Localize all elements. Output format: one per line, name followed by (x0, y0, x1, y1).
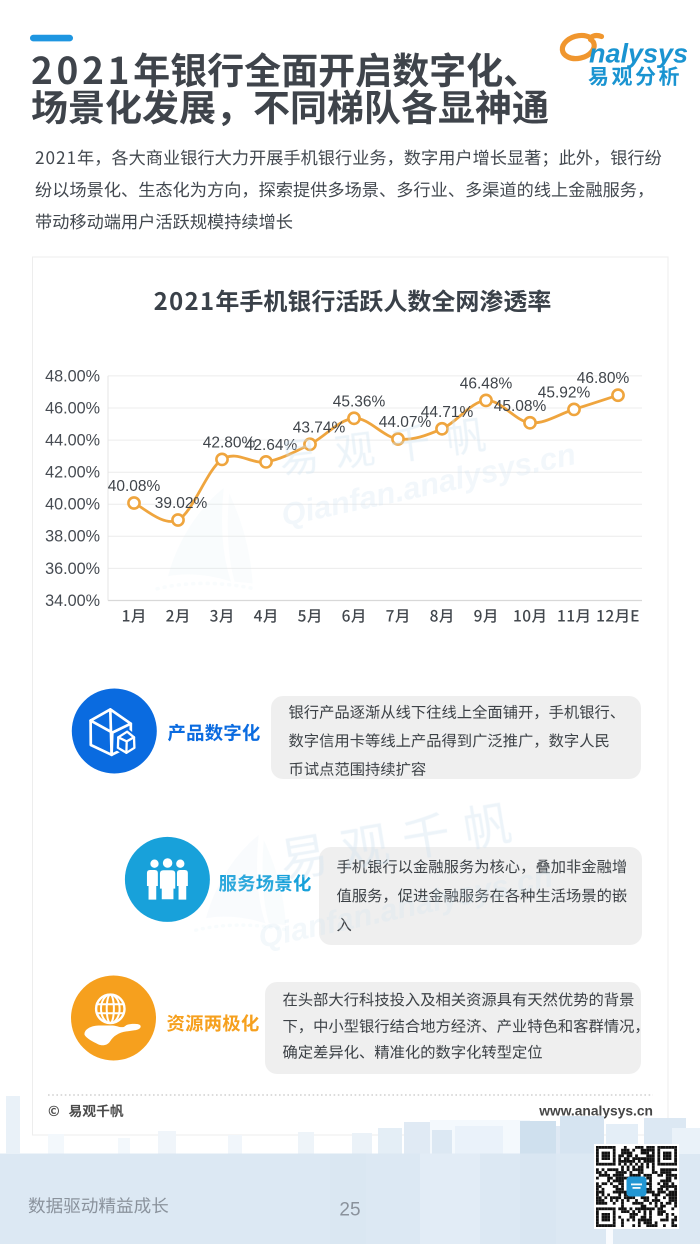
svg-text:42.80%: 42.80% (203, 434, 256, 451)
svg-text:44.00%: 44.00% (45, 432, 100, 450)
svg-text:38.00%: 38.00% (45, 528, 100, 546)
svg-text:45.92%: 45.92% (538, 384, 591, 401)
svg-text:40.08%: 40.08% (108, 478, 161, 495)
svg-text:nalysys: nalysys (589, 39, 688, 69)
svg-text:34.00%: 34.00% (45, 592, 100, 610)
svg-text:46.80%: 46.80% (577, 370, 630, 387)
svg-text:42.64%: 42.64% (245, 437, 298, 454)
svg-text:43.74%: 43.74% (293, 419, 346, 436)
svg-text:36.00%: 36.00% (45, 560, 100, 578)
svg-text:44.71%: 44.71% (421, 404, 474, 421)
svg-text:46.48%: 46.48% (460, 375, 513, 392)
svg-text:45.08%: 45.08% (494, 398, 547, 415)
svg-text:46.00%: 46.00% (45, 399, 100, 417)
svg-text:25: 25 (339, 1200, 360, 1221)
svg-text:40.00%: 40.00% (45, 496, 100, 514)
svg-text:42.00%: 42.00% (45, 464, 100, 482)
svg-text:www.analysys.cn: www.analysys.cn (538, 1104, 653, 1119)
svg-text:39.02%: 39.02% (155, 495, 208, 512)
svg-text:45.36%: 45.36% (333, 393, 386, 410)
svg-text:48.00%: 48.00% (45, 367, 100, 385)
